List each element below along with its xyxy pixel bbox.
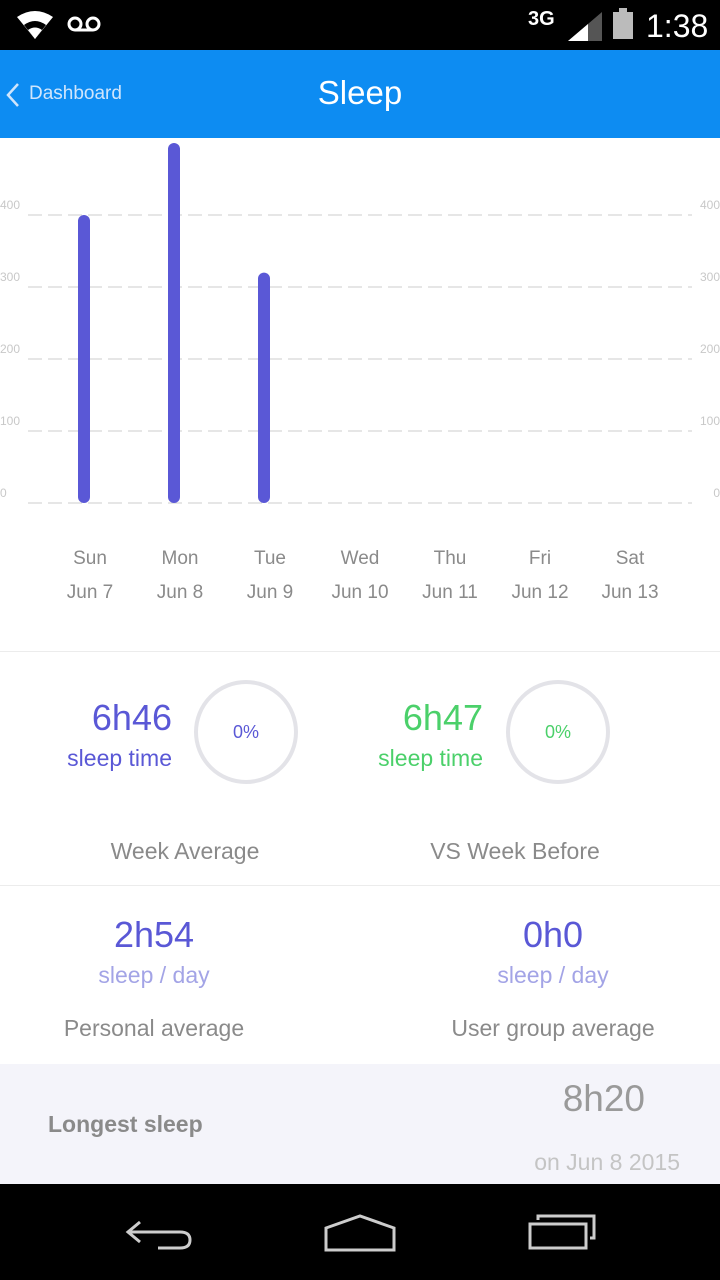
day-date: Jun 10 [331, 582, 389, 603]
day-name: Fri [528, 548, 552, 569]
sleep-chart: 0 0 100 100 200 200 300 300 400 400 [0, 138, 720, 518]
bar-tue [258, 272, 270, 503]
y-tick-left: 100 [0, 414, 20, 428]
day-date: Jun 13 [601, 582, 659, 603]
personal-average-value: 2h54 [113, 914, 195, 955]
day-name: Sat [615, 548, 645, 569]
bar-mon [168, 143, 180, 503]
y-tick-left: 0 [0, 486, 7, 500]
clock: 1:38 [646, 8, 709, 44]
app-bar: Dashboard Sleep [0, 50, 720, 138]
y-tick-right: 200 [700, 342, 720, 356]
week-average-percent: 0% [232, 721, 259, 742]
week-average-caption: Week Average [110, 838, 260, 864]
sleep-bar-chart: 0 0 100 100 200 200 300 300 400 400 [0, 143, 720, 504]
longest-sleep-label: Longest sleep [48, 1111, 203, 1137]
home-nav-icon[interactable] [320, 1208, 400, 1258]
voicemail-icon [67, 16, 101, 32]
bar-sun [78, 215, 90, 503]
back-label: Dashboard [29, 83, 122, 104]
day-label-sat: Sat Jun 13 [585, 548, 675, 604]
signal-icon [568, 12, 602, 41]
day-name: Tue [253, 548, 287, 569]
y-tick-right: 300 [700, 270, 720, 284]
group-average-caption: User group average [451, 1015, 655, 1041]
y-tick-left: 200 [0, 342, 20, 356]
navigation-bar [0, 1184, 720, 1280]
y-tick-right: 0 [713, 486, 720, 500]
day-date: Jun 8 [156, 582, 204, 603]
vs-week-before-sub: sleep time [378, 745, 483, 771]
group-average-sub: sleep / day [497, 962, 609, 988]
day-label-mon: Mon Jun 8 [135, 548, 225, 604]
day-name: Thu [433, 548, 467, 569]
week-average-sub: sleep time [67, 745, 172, 771]
week-average-value: 6h46 [91, 697, 172, 738]
day-label-wed: Wed Jun 10 [315, 548, 405, 604]
battery-icon [613, 8, 633, 39]
network-type: 3G [528, 8, 555, 30]
longest-sleep-panel: Longest sleep 8h20 on Jun 8 2015 [0, 1064, 720, 1184]
personal-average-sub: sleep / day [98, 962, 210, 988]
day-label-sun: Sun Jun 7 [45, 548, 135, 604]
group-average-value: 0h0 [522, 914, 584, 955]
week-average-ring: 0% [194, 680, 298, 784]
divider [0, 651, 720, 652]
day-labels: Sun Jun 7 Mon Jun 8 Tue Jun 9 Wed Jun 10 Thu Jun … [0, 548, 720, 628]
day-label-thu: Thu Jun 11 [405, 548, 495, 604]
y-tick-left: 400 [0, 198, 20, 212]
day-name: Mon [161, 548, 199, 569]
longest-sleep-date: on Jun 8 2015 [534, 1149, 680, 1175]
back-button[interactable]: Dashboard [0, 50, 160, 138]
status-bar: 3G 1:38 [0, 0, 720, 50]
page-title: Sleep [317, 74, 403, 111]
day-date: Jun 11 [422, 582, 478, 603]
vs-week-before-ring: 0% [506, 680, 610, 784]
wifi-icon [17, 11, 53, 39]
divider [0, 885, 720, 886]
vs-week-before-percent: 0% [544, 721, 571, 742]
personal-average-caption: Personal average [63, 1015, 245, 1041]
day-date: Jun 9 [246, 582, 294, 603]
day-label-tue: Tue Jun 9 [225, 548, 315, 604]
recents-nav-icon[interactable] [524, 1208, 604, 1258]
day-name: Sun [73, 548, 107, 569]
vs-week-before-value: 6h47 [402, 697, 483, 738]
day-name: Wed [340, 548, 380, 569]
day-date: Jun 7 [66, 582, 114, 603]
back-nav-icon[interactable] [120, 1208, 200, 1258]
day-label-fri: Fri Jun 12 [495, 548, 585, 604]
day-date: Jun 12 [511, 582, 569, 603]
y-tick-right: 400 [700, 198, 720, 212]
y-tick-right: 100 [700, 414, 720, 428]
vs-week-before-caption: VS Week Before [430, 838, 600, 864]
longest-sleep-value: 8h20 [562, 1078, 645, 1119]
chevron-left-icon [6, 83, 19, 107]
y-tick-left: 300 [0, 270, 20, 284]
